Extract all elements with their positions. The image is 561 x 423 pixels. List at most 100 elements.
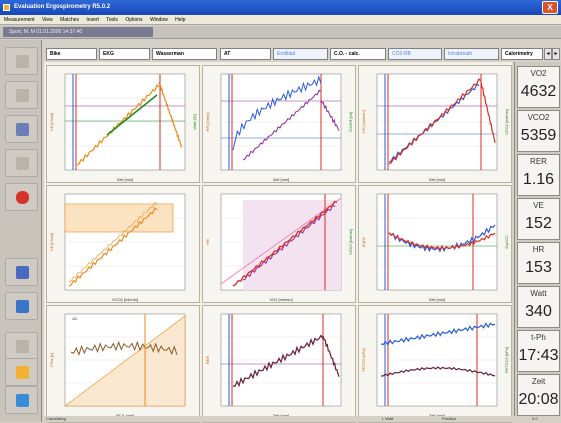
tab-wasserman[interactable]: Wasserman: [152, 48, 217, 60]
x-axis-label: VO2 [ml/min]: [269, 297, 292, 302]
y-axis-label-right: EqCO2: [504, 235, 509, 249]
value-panel: VO2 4632 VCO2 5359 RER 1.16 VE 152 HR 153 Wat…: [514, 62, 561, 422]
y-axis-label-left: RER: [205, 356, 210, 365]
y-axis-label-right: VCO2 [ml/min]: [504, 109, 509, 135]
value-box-hr: HR 153: [517, 242, 560, 284]
toolbar-button-9[interactable]: [5, 358, 38, 386]
toolbar-button-5[interactable]: [5, 183, 38, 211]
tab-intrabreath[interactable]: Intrabreath: [444, 48, 499, 60]
tab-at[interactable]: AT: [220, 48, 271, 60]
network-icon: [16, 266, 29, 279]
o2-pulse-series: [232, 75, 322, 151]
chart-panel-9[interactable]: Zeit [min] PETO2 [kPa] PETCO2 [kPa]: [358, 305, 512, 423]
arrow-icon: [16, 55, 29, 68]
value-label: Zeit: [531, 377, 546, 386]
patient-info: Sport, M. M 01.01.2000 14:37:40: [3, 27, 153, 37]
toolbar-button-10[interactable]: [5, 386, 38, 414]
toolbar-button-3[interactable]: [5, 115, 38, 143]
chart-panel-5[interactable]: VO2 [ml/min] HR VCO2 [ml/min]: [202, 185, 356, 303]
menu-item-matches[interactable]: Matches: [60, 17, 80, 23]
y-axis-label-left: PETO2 [kPa]: [361, 348, 366, 371]
chart-panel-1[interactable]: Zeit [min] VE [L/min] Watt [W]: [46, 65, 200, 183]
value-number: 153: [525, 259, 552, 276]
chart-panel-4[interactable]: VCO2 [ml/min] VE [L/min]: [46, 185, 200, 303]
list-icon: [16, 157, 29, 170]
vco2-vo2-series: [232, 200, 338, 287]
value-number: 152: [525, 215, 552, 232]
document-icon: [16, 300, 29, 313]
vco2-recovery-series: [480, 81, 496, 143]
watt-series: [106, 94, 158, 136]
value-number: 5359: [520, 127, 557, 144]
toolbar-button-8[interactable]: [5, 332, 38, 360]
chart-panel-8[interactable]: Zeit [min] RER: [202, 305, 356, 423]
menu-item-help[interactable]: Help: [175, 17, 186, 23]
vco2-series: [388, 78, 482, 165]
x-axis-label: Zeit [min]: [429, 413, 445, 418]
tab-co-calc[interactable]: C.O. - calc.: [330, 48, 386, 60]
value-label: VCO2: [527, 113, 550, 122]
value-label: VE: [533, 201, 544, 210]
toolbar-button-2[interactable]: [5, 81, 38, 109]
x-axis-label: Zeit [min]: [273, 177, 289, 182]
value-label: HR: [532, 245, 545, 254]
info-bar: Sport, M. M 01.01.2000 14:37:40: [0, 26, 561, 39]
chart-panel-6[interactable]: Zeit [min] EqO2 EqCO2: [358, 185, 512, 303]
toolbar-button-4[interactable]: [5, 149, 38, 177]
rer-series: [232, 334, 324, 388]
tab-prev-button[interactable]: ◂: [544, 48, 552, 60]
toolbar-button-7[interactable]: [5, 292, 38, 320]
status-position: Position: [442, 416, 457, 421]
toolbar-button-6[interactable]: [5, 258, 38, 286]
y-axis-label-left: VTex [L]: [49, 353, 54, 367]
title-bar: Evaluation Ergospirometry R5.0.2 X: [0, 0, 561, 15]
x-axis-label: Zeit [min]: [429, 177, 445, 182]
x-axis-label: VE [L/min]: [116, 413, 134, 418]
chart-panel-2[interactable]: Zeit [min] HR [1/min] O2/HR [ml]: [202, 65, 356, 183]
menu-item-insert[interactable]: Insert: [86, 17, 99, 23]
menu-item-options[interactable]: Options: [125, 17, 143, 23]
tab-ekg[interactable]: EKG: [99, 48, 150, 60]
y-axis-label-right: Watt [W]: [192, 114, 197, 129]
ve-series: [76, 83, 160, 166]
y-axis-label-right: VCO2 [ml/min]: [348, 229, 353, 255]
value-box-rer: RER 1.16: [517, 154, 560, 196]
hr-series: [242, 89, 322, 161]
chart-area: Zeit [min] VE [L/min] Watt [W] Zeit [min] H…: [44, 62, 512, 423]
menu-item-window[interactable]: Window: [149, 17, 168, 23]
tab-co2-rb[interactable]: CO2-RB: [388, 48, 442, 60]
ve-recovery-series: [158, 81, 183, 148]
tab-bar: Bike EKG Wasserman AT Endtidal C.O. - ca…: [44, 48, 561, 60]
folder-icon: [16, 366, 29, 379]
chart-icon: [16, 89, 29, 102]
value-box-ve: VE 152: [517, 198, 560, 240]
chart-panel-3[interactable]: Zeit [min] VO2 [ml/min] VCO2 [ml/min]: [358, 65, 512, 183]
value-box-watt: Watt 340: [517, 286, 560, 328]
value-number: 20:08: [518, 391, 559, 408]
x-axis-label: Zeit [min]: [429, 297, 445, 302]
tab-bike[interactable]: Bike: [46, 48, 97, 60]
chart-panel-7[interactable]: VE [L/min] VTex [L] AC: [46, 305, 200, 423]
y-axis-label-left: VO2 [ml/min]: [361, 110, 366, 133]
menu-item-measurement[interactable]: Measurement: [4, 17, 35, 23]
menu-item-view[interactable]: View: [41, 17, 53, 23]
value-number: 340: [525, 303, 552, 320]
y-axis-label-right: PETCO2 [kPa]: [504, 347, 509, 373]
eqco2-series: [388, 232, 496, 251]
y-axis-label-left: HR [1/min]: [205, 113, 210, 132]
tab-endtidal[interactable]: Endtidal: [273, 48, 328, 60]
toolbar-button-1[interactable]: [5, 47, 38, 75]
tab-next-button[interactable]: ▸: [552, 48, 560, 60]
x-axis-label: VCO2 [ml/min]: [112, 297, 138, 302]
menu-bar: Measurement View Matches Insert Tools Op…: [0, 15, 561, 25]
print-icon: [16, 123, 29, 136]
left-toolbar: [0, 40, 42, 422]
value-box-zeit: Zeit 20:08: [517, 374, 560, 416]
hr-recovery-series: [320, 99, 340, 131]
close-button[interactable]: X: [542, 1, 558, 14]
menu-item-tools[interactable]: Tools: [106, 17, 118, 23]
export-icon: [16, 394, 29, 407]
value-box-vo2: VO2 4632: [517, 66, 560, 108]
tab-calorimetry[interactable]: Calorimetry: [501, 48, 543, 60]
y-axis-label-left: EqO2: [361, 236, 366, 247]
